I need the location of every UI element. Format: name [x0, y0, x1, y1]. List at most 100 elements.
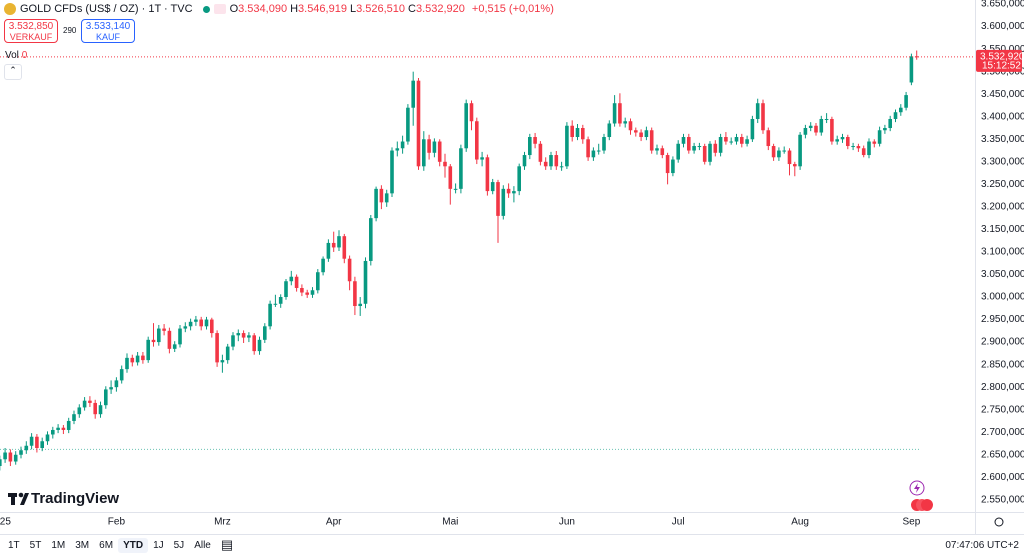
candle-body: [861, 148, 866, 156]
candle-body: [459, 148, 463, 189]
buy-price: 3.533,140: [85, 21, 131, 32]
y-tick-label: 3.650,000: [981, 0, 1024, 10]
candle-body: [66, 420, 71, 430]
candle-body: [559, 166, 564, 168]
candle-body: [321, 258, 325, 273]
candle-body: [543, 161, 548, 167]
event-icons: [909, 480, 933, 511]
y-tick-label: 3.600,000: [981, 21, 1024, 32]
y-tick-label: 2.850,000: [981, 359, 1024, 370]
range-button[interactable]: 6M: [99, 539, 114, 551]
x-tick-label: Sep: [903, 517, 921, 528]
candle-body: [914, 56, 919, 58]
y-tick-label: 3.300,000: [981, 156, 1024, 167]
y-tick-label: 3.050,000: [981, 269, 1024, 280]
candle-body: [533, 137, 537, 144]
candle-body: [602, 137, 606, 151]
range-button[interactable]: 5T: [29, 539, 42, 551]
candle-body: [549, 155, 553, 167]
ohlc-key: H: [290, 3, 299, 15]
candle-body: [485, 157, 490, 192]
symbol-icon: [4, 3, 16, 15]
candle-body: [183, 326, 188, 329]
candle-body: [909, 56, 914, 83]
symbol[interactable]: GOLD CFDs (US$ / OZ) · 1T · TVC: [20, 3, 193, 15]
candle-body: [125, 357, 129, 370]
ohlc-key: C: [408, 3, 416, 15]
candle-body: [475, 121, 479, 160]
change: +0,515 (+0,01%): [471, 3, 554, 15]
candle-body: [554, 155, 559, 167]
settings-icon[interactable]: [994, 517, 1004, 527]
candle-body: [782, 150, 786, 152]
candle-body: [135, 355, 140, 363]
candle-body: [586, 139, 590, 158]
y-tick-label: 2.600,000: [981, 472, 1024, 483]
candle-body: [353, 281, 357, 307]
candle-body: [888, 118, 892, 128]
candle-body: [771, 146, 776, 158]
candle-body: [72, 414, 76, 421]
candle-body: [395, 148, 400, 151]
candle-body: [236, 333, 241, 336]
range-button[interactable]: Alle: [194, 539, 211, 551]
candle-body: [612, 103, 617, 124]
candle-body: [575, 128, 580, 138]
buy-button[interactable]: 3.533,140 KAUF: [81, 19, 135, 43]
candle-body: [284, 281, 288, 298]
candle-body: [316, 272, 320, 291]
y-tick-label: 3.200,000: [981, 202, 1024, 213]
candle-body: [528, 137, 532, 156]
candle-body: [512, 191, 516, 194]
range-button[interactable]: 1M: [51, 539, 66, 551]
candle-body: [331, 242, 336, 248]
range-button[interactable]: YTD: [118, 537, 149, 553]
range-button[interactable]: 1T: [8, 539, 20, 551]
candle-body: [45, 434, 50, 442]
candle-body: [326, 242, 331, 259]
candle-body: [178, 328, 182, 345]
ohlc-value: 3.532,920: [415, 3, 465, 15]
candle-body: [607, 123, 612, 138]
candle-body: [729, 141, 733, 143]
candle-body: [172, 344, 177, 349]
watermark: TradingView: [31, 490, 119, 507]
range-button[interactable]: 3M: [75, 539, 90, 551]
candle-body: [623, 121, 627, 124]
candle-body: [411, 80, 415, 108]
candle-body: [676, 143, 680, 160]
candle-body: [618, 103, 622, 124]
candle-body: [634, 130, 638, 133]
candle-body: [724, 137, 728, 142]
candle-body: [565, 125, 569, 167]
ohlc-key: L: [349, 3, 357, 15]
last-price-box: [976, 49, 1022, 72]
candle-body: [692, 146, 696, 151]
candle-body: [655, 148, 659, 151]
calendar-icon[interactable]: ▤: [220, 537, 234, 552]
y-tick-label: 2.700,000: [981, 427, 1024, 438]
candle-body: [437, 141, 442, 162]
candle-body: [581, 128, 585, 140]
y-tick-label: 3.450,000: [981, 89, 1024, 100]
candle-body: [29, 436, 34, 446]
x-tick-label: Mai: [442, 517, 458, 528]
range-button[interactable]: 1J: [153, 539, 164, 551]
candle-body: [591, 150, 596, 158]
sell-button[interactable]: 3.532,850 VERKAUF: [4, 19, 58, 43]
candle-body: [273, 303, 278, 305]
candle-body: [363, 260, 368, 304]
range-list: 1T 5T 1M 3M 6M YTD 1J 5J Alle: [0, 537, 216, 553]
candle-body: [374, 188, 378, 219]
candle-body: [300, 288, 304, 293]
candle-body: [342, 236, 347, 259]
candle-body: [665, 155, 670, 174]
countdown: 15:12:52: [982, 60, 1021, 71]
candle-body: [210, 319, 214, 334]
candle-body: [310, 290, 315, 295]
range-button[interactable]: 5J: [173, 539, 185, 551]
y-tick-label: 3.250,000: [981, 179, 1024, 190]
spread: 290: [63, 26, 77, 35]
collapse-button[interactable]: ⌃: [4, 64, 22, 80]
